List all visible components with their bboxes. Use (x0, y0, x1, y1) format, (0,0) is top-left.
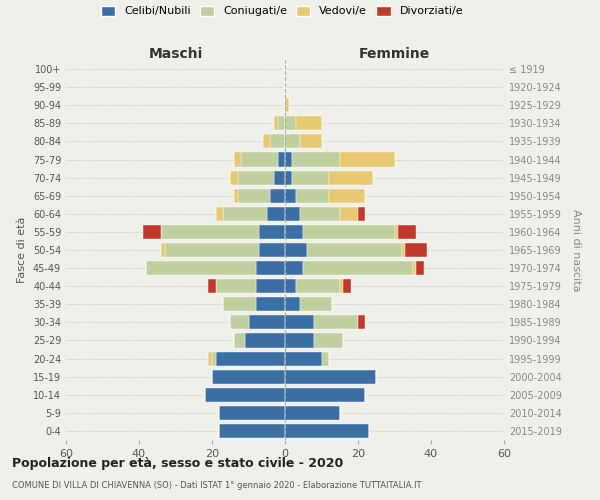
Bar (256, 261, 285, 275)
Bar (220, 406, 285, 420)
Bar (329, 170, 373, 184)
Bar (212, 370, 285, 384)
Bar (285, 134, 299, 148)
Bar (238, 170, 274, 184)
Bar (285, 316, 314, 330)
Bar (234, 188, 238, 203)
Bar (285, 188, 296, 203)
Bar (278, 116, 285, 130)
Bar (223, 207, 267, 221)
Bar (285, 170, 292, 184)
Bar (299, 207, 340, 221)
Bar (296, 279, 340, 293)
Bar (285, 261, 303, 275)
Bar (340, 152, 395, 166)
Bar (267, 207, 285, 221)
Bar (314, 316, 358, 330)
Bar (278, 152, 285, 166)
Y-axis label: Anni di nascita: Anni di nascita (571, 209, 581, 291)
Bar (241, 152, 278, 166)
Bar (161, 225, 259, 239)
Bar (230, 170, 238, 184)
Bar (205, 388, 285, 402)
Bar (358, 207, 365, 221)
Bar (285, 352, 322, 366)
Text: Maschi: Maschi (148, 47, 203, 61)
Bar (296, 116, 322, 130)
Bar (314, 334, 343, 347)
Bar (285, 388, 365, 402)
Bar (223, 297, 256, 312)
Bar (285, 297, 299, 312)
Bar (285, 207, 299, 221)
Bar (234, 334, 245, 347)
Bar (274, 116, 278, 130)
Bar (343, 279, 350, 293)
Bar (208, 352, 212, 366)
Bar (212, 352, 215, 366)
Text: Femmine: Femmine (359, 47, 430, 61)
Bar (285, 406, 340, 420)
Bar (340, 279, 343, 293)
Bar (303, 261, 413, 275)
Bar (215, 352, 285, 366)
Bar (285, 225, 303, 239)
Bar (238, 188, 271, 203)
Bar (230, 316, 248, 330)
Bar (274, 170, 285, 184)
Bar (406, 243, 427, 257)
Bar (340, 207, 358, 221)
Bar (263, 134, 271, 148)
Legend: Celibi/Nubili, Coniugati/e, Vedovi/e, Divorziati/e: Celibi/Nubili, Coniugati/e, Vedovi/e, Di… (101, 6, 463, 16)
Bar (164, 243, 259, 257)
Bar (256, 297, 285, 312)
Bar (322, 352, 329, 366)
Bar (245, 334, 285, 347)
Bar (402, 243, 406, 257)
Text: COMUNE DI VILLA DI CHIAVENNA (SO) - Dati ISTAT 1° gennaio 2020 - Elaborazione TU: COMUNE DI VILLA DI CHIAVENNA (SO) - Dati… (12, 481, 421, 490)
Bar (285, 243, 307, 257)
Bar (234, 152, 241, 166)
Bar (285, 98, 289, 112)
Bar (146, 261, 256, 275)
Bar (299, 297, 332, 312)
Bar (292, 170, 329, 184)
Bar (299, 134, 322, 148)
Bar (285, 116, 296, 130)
Bar (271, 188, 285, 203)
Text: Popolazione per età, sesso e stato civile - 2020: Popolazione per età, sesso e stato civil… (12, 458, 343, 470)
Bar (285, 370, 376, 384)
Bar (259, 225, 285, 239)
Bar (256, 279, 285, 293)
Bar (296, 188, 329, 203)
Bar (215, 279, 256, 293)
Bar (329, 188, 365, 203)
Bar (259, 243, 285, 257)
Bar (285, 334, 314, 347)
Bar (143, 225, 161, 239)
Bar (307, 243, 402, 257)
Bar (220, 424, 285, 438)
Bar (208, 279, 215, 293)
Bar (161, 243, 164, 257)
Bar (248, 316, 285, 330)
Bar (416, 261, 424, 275)
Bar (395, 225, 398, 239)
Bar (398, 225, 416, 239)
Bar (285, 152, 292, 166)
Bar (413, 261, 416, 275)
Bar (215, 207, 223, 221)
Bar (358, 316, 365, 330)
Bar (271, 134, 285, 148)
Bar (292, 152, 340, 166)
Bar (285, 424, 369, 438)
Bar (303, 225, 395, 239)
Y-axis label: Fasce di età: Fasce di età (17, 217, 27, 283)
Bar (285, 279, 296, 293)
